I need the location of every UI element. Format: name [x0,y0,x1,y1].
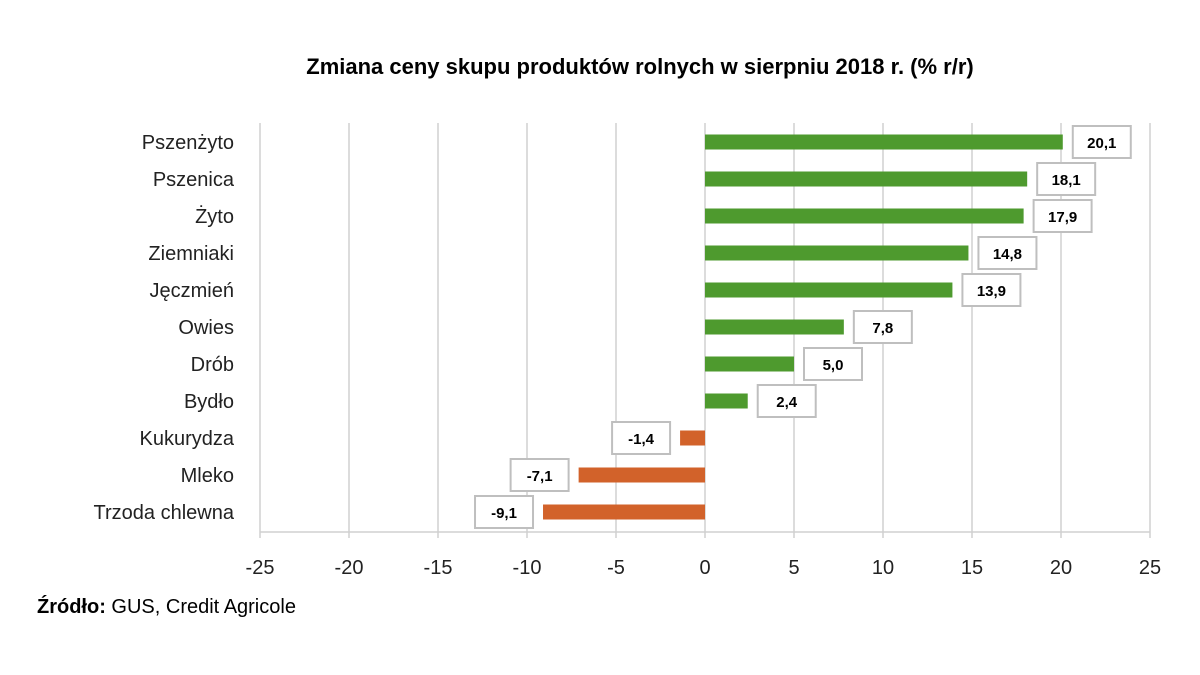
data-label: 5,0 [823,357,844,374]
data-label-box [611,421,672,455]
category-label: Pszenżyto [142,132,234,154]
data-label-box [961,273,1022,307]
data-label: 17,9 [1048,209,1077,226]
chart-title: Zmiana ceny skupu produktów rolnych w si… [306,54,974,79]
data-label: 18,1 [1052,172,1081,189]
category-label: Drób [191,354,234,376]
data-label-box [1032,199,1093,233]
bar [705,171,1028,187]
x-tick-label: 0 [699,557,710,579]
source-note: Źródło: GUS, Credit Agricole [37,596,296,619]
x-tick-label: -5 [607,557,625,579]
data-label-box [803,347,863,381]
data-label-box [852,310,913,344]
data-label-box [474,495,535,529]
bar [543,504,705,520]
bar [578,467,705,483]
data-label: 14,8 [993,246,1022,263]
source-label: Źródło: [37,596,106,618]
category-label: Owies [178,317,234,339]
bar [705,319,844,335]
bar [705,282,953,298]
category-label: Mleko [181,465,234,487]
data-label-box [756,384,817,418]
x-tick-label: -10 [513,557,542,579]
data-label: -7,1 [527,468,553,485]
source-text: GUS, Credit Agricole [105,596,296,618]
data-label-box [1071,125,1132,159]
data-label-box [977,236,1038,270]
bar [705,208,1024,224]
category-label: Ziemniaki [148,243,234,265]
x-tick-label: 5 [788,557,799,579]
x-tick-label: 15 [961,557,983,579]
data-label: -1,4 [628,431,655,448]
x-tick-label: 25 [1139,557,1161,579]
x-tick-label: -20 [335,557,364,579]
category-label: Jęczmień [150,280,234,302]
bar [705,134,1063,150]
data-label: -9,1 [491,505,517,522]
x-tick-label: 20 [1050,557,1072,579]
x-tick-label: 10 [872,557,894,579]
bar [705,245,969,261]
category-label: Pszenica [153,169,235,191]
x-tick-label: -25 [246,557,275,579]
data-label: 13,9 [977,283,1006,300]
category-label: Żyto [195,205,234,228]
data-label: 7,8 [872,320,893,337]
x-tick-label: -15 [424,557,453,579]
data-label: 2,4 [776,394,798,411]
data-label-box [509,458,570,492]
bar [680,430,705,446]
bar [705,393,748,409]
category-label: Kukurydza [140,428,235,450]
bar [705,356,794,372]
category-label: Trzoda chlewna [94,502,235,524]
data-label: 20,1 [1087,135,1116,152]
data-label-box [1036,162,1097,196]
category-label: Bydło [184,391,234,413]
